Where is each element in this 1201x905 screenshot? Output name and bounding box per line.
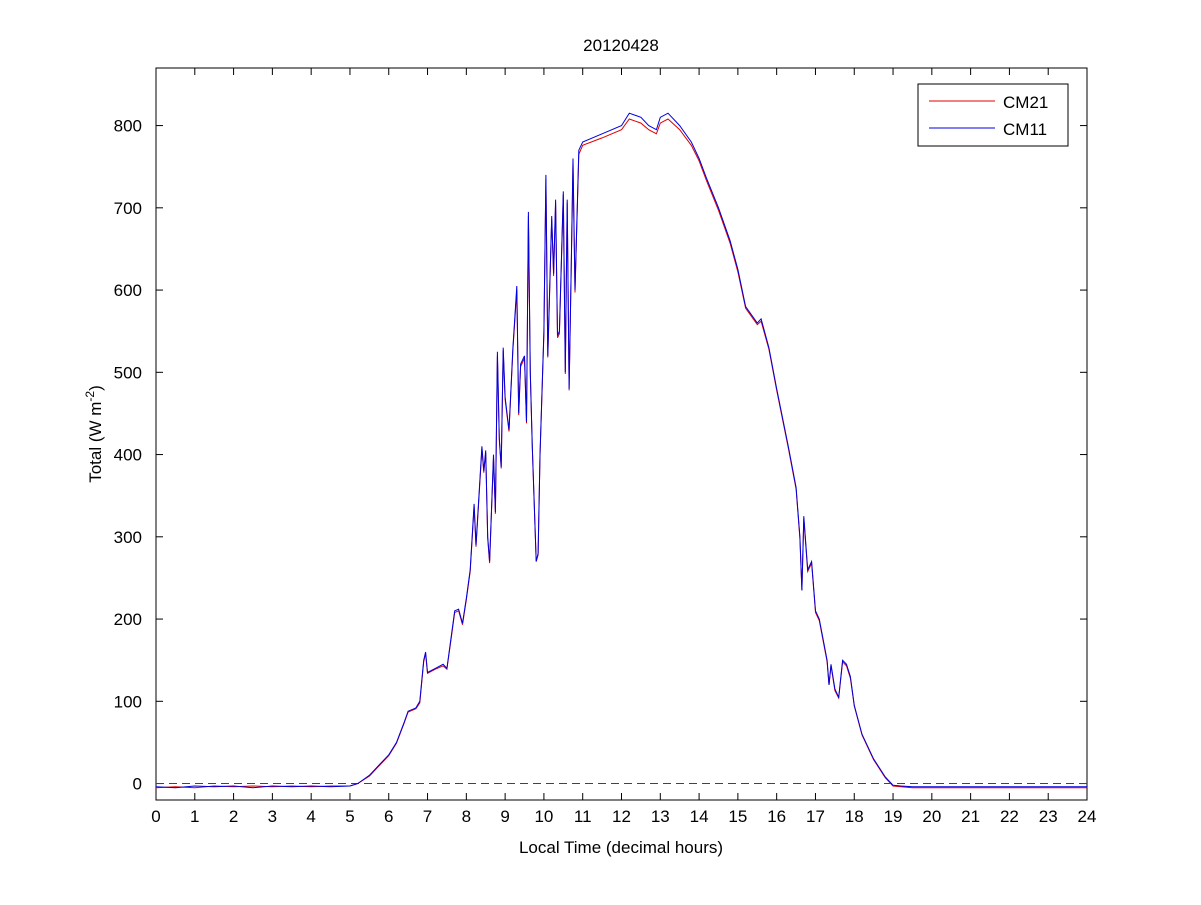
x-tick-label: 17: [806, 807, 825, 826]
series-group: [155, 112, 1087, 789]
y-axis-label-end: ): [86, 385, 105, 391]
x-tick-label: 2: [229, 807, 238, 826]
y-tick-label: 400: [114, 446, 142, 465]
y-tick-label: 100: [114, 692, 142, 711]
x-tick-label: 19: [884, 807, 903, 826]
x-tick-label: 7: [423, 807, 432, 826]
x-tick-label: 8: [462, 807, 471, 826]
y-axis-label: Total (W m-2): [83, 385, 105, 483]
y-tick-label: 200: [114, 610, 142, 629]
x-tick-label: 12: [612, 807, 631, 826]
y-tick-label: 800: [114, 117, 142, 136]
x-tick-label: 13: [651, 807, 670, 826]
x-tick-label: 16: [767, 807, 786, 826]
x-tick-label: 9: [500, 807, 509, 826]
chart-title: 20120428: [583, 36, 659, 55]
x-tick-label: 4: [306, 807, 315, 826]
x-tick-label: 1: [190, 807, 199, 826]
legend: CM21 CM11: [917, 83, 1069, 147]
plot-area: [155, 67, 1088, 801]
y-axis-label-sup: -2: [83, 391, 97, 402]
x-tick-label: 5: [345, 807, 354, 826]
x-tick-label: 24: [1078, 807, 1097, 826]
x-tick-label: 10: [534, 807, 553, 826]
y-tick-label: 700: [114, 199, 142, 218]
x-tick-label: 6: [384, 807, 393, 826]
y-tick-label: 500: [114, 363, 142, 382]
x-tick-label: 21: [961, 807, 980, 826]
legend-box: [917, 83, 1069, 147]
y-tick-label: 0: [133, 775, 142, 794]
x-tick-label: 18: [845, 807, 864, 826]
x-tick-label: 20: [922, 807, 941, 826]
x-tick-label: 0: [151, 807, 160, 826]
x-tick-label: 22: [1000, 807, 1019, 826]
series-line-cm11: [155, 112, 1087, 789]
axis-ticks: 0 1 2 3 4 5 6 7 8 9 10 11 12 13 14 15 16 17 18 19 20 21 22 23 24…: [114, 68, 1097, 826]
x-tick-label: 11: [574, 807, 592, 826]
x-tick-label: 14: [690, 807, 709, 826]
x-axis-label: Local Time (decimal hours): [519, 838, 723, 857]
y-tick-label: 600: [114, 281, 142, 300]
legend-label-cm11: CM11: [1003, 120, 1047, 139]
legend-label-cm21: CM21: [1003, 93, 1048, 112]
y-tick-label: 300: [114, 528, 142, 547]
x-tick-label: 23: [1039, 807, 1058, 826]
x-tick-label: 15: [728, 807, 747, 826]
x-tick-label: 3: [268, 807, 277, 826]
y-axis-label-main: Total (W m: [86, 402, 105, 483]
